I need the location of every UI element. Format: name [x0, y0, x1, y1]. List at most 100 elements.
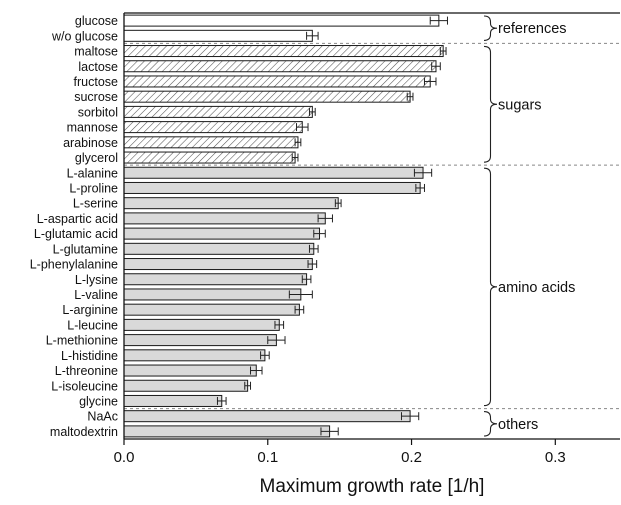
error-bar [334, 199, 342, 208]
error-bar [301, 275, 312, 284]
category-label: sorbitol [78, 105, 118, 119]
category-label: L-proline [69, 181, 118, 195]
bar-w-o-glucose [123, 29, 313, 42]
bar-l-proline [123, 181, 421, 194]
bar-glucose [123, 14, 440, 27]
group-separators [124, 42, 620, 410]
category-label: sucrose [74, 90, 118, 104]
bar-mannose [123, 121, 303, 134]
error-bar [317, 214, 333, 223]
bar-l-glutamine [123, 242, 315, 255]
error-bar [308, 244, 319, 253]
category-label: L-threonine [55, 364, 118, 378]
bar-l-leucine [123, 318, 280, 331]
error-bar [244, 381, 252, 390]
bar-l-phenylalanine [123, 258, 313, 271]
category-label: L-histidine [61, 349, 118, 363]
category-label: L-leucine [67, 318, 118, 332]
group-label: sugars [498, 97, 542, 113]
error-bar [313, 229, 326, 238]
category-label: L-methionine [46, 334, 118, 348]
bars [123, 14, 444, 438]
bar-fructose [123, 75, 431, 88]
bar-arabinose [123, 136, 299, 149]
error-bar [308, 107, 316, 116]
group-brackets: references sugars amino acids others [483, 15, 575, 437]
error-bar [296, 123, 309, 132]
error-bar [294, 305, 305, 314]
error-bar [415, 183, 425, 192]
category-label: L-isoleucine [51, 379, 118, 393]
group-bracket [483, 45, 498, 163]
category-label: L-serine [73, 197, 118, 211]
bar-glycerol [123, 151, 296, 164]
bar-l-valine [123, 288, 302, 301]
error-bar [400, 412, 420, 421]
error-bar [288, 290, 313, 299]
category-label: L-lysine [75, 273, 118, 287]
bar-l-alanine [123, 166, 424, 179]
group-bracket [483, 411, 498, 437]
bar-l-aspartic-acid [123, 212, 326, 225]
error-bar [260, 351, 270, 360]
bar-l-methionine [123, 334, 277, 347]
bar-l-lysine [123, 273, 308, 286]
x-tick-label: 0.1 [257, 449, 278, 466]
bar-l-arginine [123, 303, 300, 316]
error-bar [274, 320, 285, 329]
group-bracket [483, 15, 498, 41]
category-label: L-glutamic acid [34, 227, 118, 241]
group-label: others [498, 417, 538, 433]
error-bar [267, 336, 286, 345]
category-label: arabinose [63, 136, 118, 150]
category-label: glycerol [75, 151, 118, 165]
bar-maltodextrin [123, 425, 331, 438]
bar-maltose [123, 45, 444, 58]
bar-l-histidine [123, 349, 266, 362]
x-tick-label: 0.3 [545, 449, 566, 466]
error-bar [320, 427, 339, 436]
bar-l-threonine [123, 364, 257, 377]
group-label: references [498, 21, 567, 37]
category-label: lactose [78, 60, 118, 74]
category-label: L-arginine [62, 303, 118, 317]
bar-sorbitol [123, 105, 313, 118]
error-bar [413, 168, 433, 177]
category-label: glycine [79, 394, 118, 408]
bar-lactose [123, 60, 437, 73]
category-label: maltodextrin [50, 425, 118, 439]
group-bracket [483, 167, 498, 407]
x-tick-label: 0.2 [401, 449, 422, 466]
bar-naac [123, 410, 411, 423]
category-label: L-phenylalanine [30, 258, 118, 272]
error-bar [250, 366, 263, 375]
error-bar [429, 16, 448, 25]
error-bar [216, 396, 227, 405]
x-axis-title: Maximum growth rate [1/h] [260, 476, 485, 497]
bar-l-glutamic-acid [123, 227, 321, 240]
bar-l-isoleucine [123, 379, 249, 392]
category-label: L-glutamine [53, 242, 118, 256]
error-bars [216, 16, 448, 436]
error-bar [307, 260, 318, 269]
category-label: w/o glucose [51, 29, 118, 43]
bar-glycine [123, 394, 223, 407]
error-bar [431, 62, 441, 71]
error-bar [423, 77, 437, 86]
error-bar [294, 138, 302, 147]
category-label: L-valine [74, 288, 118, 302]
error-bar [291, 153, 299, 162]
category-label: L-alanine [67, 166, 118, 180]
category-label: NaAc [87, 410, 118, 424]
axes: 0.0 0.1 0.2 0.3 [114, 12, 620, 466]
category-label: maltose [74, 45, 118, 59]
category-label: L-aspartic acid [37, 212, 118, 226]
x-tick-label: 0.0 [114, 449, 135, 466]
category-label: mannose [67, 121, 118, 135]
group-label: amino acids [498, 280, 575, 296]
category-label: glucose [75, 14, 118, 28]
bar-l-serine [123, 197, 339, 210]
category-label: fructose [74, 75, 119, 89]
